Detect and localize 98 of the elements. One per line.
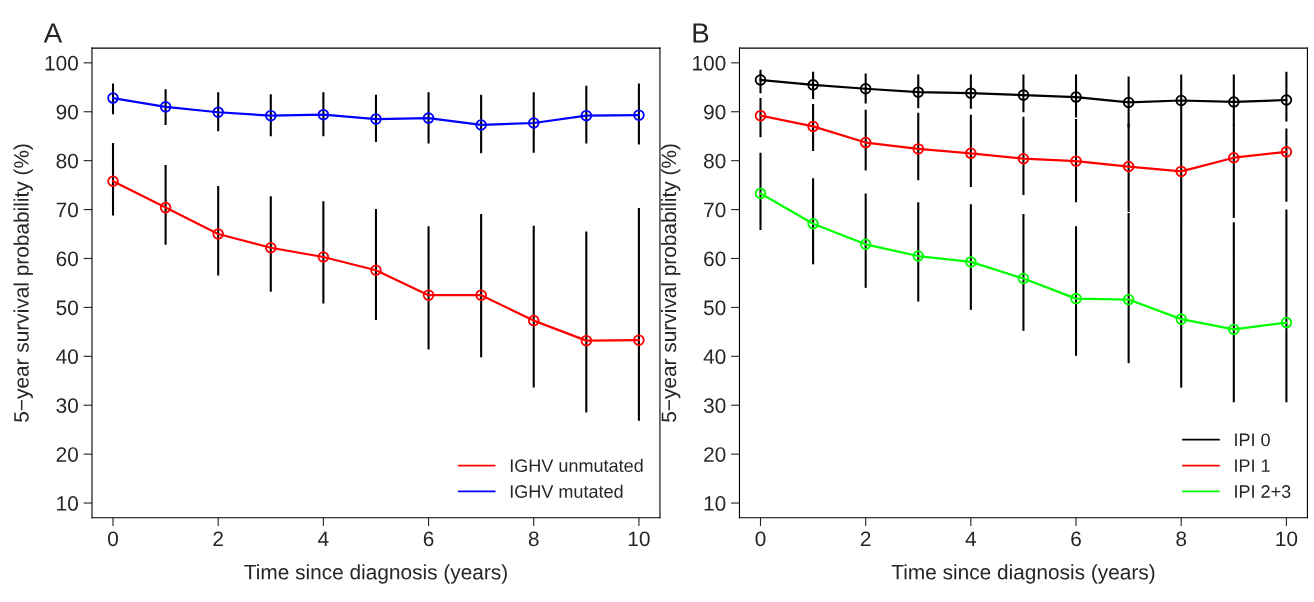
- y-tick-label: 20: [704, 447, 726, 462]
- x-tick-label: 2: [213, 531, 223, 547]
- point: [965, 147, 977, 160]
- point: [859, 136, 872, 149]
- point: [212, 106, 224, 119]
- point: [1228, 96, 1240, 108]
- point: [1175, 94, 1187, 107]
- chart-title: A: [43, 23, 63, 43]
- point: [807, 217, 819, 230]
- y-tick-label: 30: [56, 398, 78, 413]
- y-axis-title: 5−year survival probability (%): [660, 144, 681, 422]
- point: [1122, 96, 1135, 109]
- point: [807, 120, 819, 133]
- point: [1122, 293, 1135, 306]
- y-tick-label: 20: [56, 447, 78, 462]
- x-tick-label: 4: [318, 531, 329, 547]
- legend-label: IGHV mutated: [510, 484, 623, 498]
- point: [912, 250, 925, 262]
- point: [370, 113, 382, 125]
- y-tick-label: 70: [704, 202, 726, 218]
- point: [422, 289, 435, 301]
- legend-label: IPI 1: [1235, 459, 1270, 472]
- point: [159, 101, 172, 113]
- point: [1122, 160, 1135, 173]
- point: [265, 109, 277, 122]
- point: [1070, 91, 1082, 103]
- point: [1228, 323, 1240, 336]
- point: [754, 109, 767, 122]
- x-tick-label: 6: [423, 531, 434, 547]
- x-tick-label: 2: [860, 531, 871, 547]
- y-tick-label: 30: [703, 398, 726, 413]
- y-tick-label: 80: [56, 153, 78, 169]
- point: [807, 79, 819, 91]
- point: [1070, 292, 1082, 305]
- point: [1280, 94, 1293, 106]
- point: [754, 74, 767, 86]
- x-tick-label: 10: [1276, 531, 1298, 547]
- point: [633, 109, 645, 121]
- y-tick-label: 90: [56, 104, 78, 120]
- point: [1280, 146, 1293, 158]
- point: [527, 117, 540, 129]
- y-tick-label: 60: [704, 251, 726, 267]
- point: [965, 87, 977, 99]
- y-tick-label: 60: [56, 251, 78, 267]
- point: [580, 334, 593, 347]
- point: [265, 241, 277, 254]
- y-tick-label: 50: [56, 300, 78, 316]
- point: [1228, 151, 1240, 164]
- point: [1175, 313, 1187, 325]
- point: [580, 109, 593, 122]
- point: [370, 264, 382, 276]
- point: [1017, 89, 1030, 101]
- x-axis-title: Time since diagnosis (years): [891, 564, 1155, 584]
- x-axis-title: Time since diagnosis (years): [244, 564, 507, 584]
- point: [1280, 316, 1293, 329]
- x-tick-label: 4: [965, 531, 977, 547]
- x-tick-label: 8: [1176, 531, 1187, 547]
- y-tick-label: 40: [703, 349, 726, 365]
- point: [912, 86, 925, 98]
- point: [1017, 272, 1030, 285]
- point: [754, 187, 767, 200]
- legend-label: IPI 0: [1235, 433, 1270, 447]
- x-tick-label: 8: [528, 531, 539, 547]
- point: [965, 256, 977, 268]
- point: [1017, 152, 1030, 165]
- point: [107, 92, 119, 104]
- point: [212, 228, 224, 240]
- y-tick-label: 70: [56, 202, 78, 218]
- point: [1175, 165, 1187, 178]
- point: [159, 201, 172, 214]
- point: [475, 119, 487, 131]
- point: [317, 108, 330, 121]
- y-tick-label: 80: [704, 153, 726, 169]
- legend-label: IPI 2+3: [1235, 485, 1291, 498]
- y-tick-label: 10: [704, 496, 726, 511]
- point: [107, 175, 119, 187]
- point: [633, 334, 645, 346]
- y-tick-label: 10: [57, 496, 78, 511]
- point: [859, 238, 872, 251]
- point: [527, 314, 540, 327]
- point: [1070, 155, 1082, 167]
- y-tick-label: 90: [704, 104, 726, 120]
- point: [859, 82, 872, 95]
- x-tick-label: 0: [755, 531, 766, 547]
- y-tick-label: 100: [45, 55, 78, 71]
- y-tick-label: 100: [693, 55, 726, 71]
- y-axis-title: 5−year survival probability (%): [13, 144, 33, 422]
- chart-title: B: [693, 23, 709, 43]
- x-tick-label: 6: [1071, 531, 1081, 547]
- point: [317, 251, 330, 263]
- x-tick-label: 0: [108, 531, 118, 547]
- legend-label: IGHV unmutated: [510, 458, 643, 473]
- y-tick-label: 50: [703, 300, 726, 316]
- y-tick-label: 40: [56, 349, 78, 365]
- x-tick-label: 10: [628, 531, 650, 547]
- point: [912, 143, 925, 155]
- point: [475, 289, 487, 301]
- point: [422, 112, 435, 124]
